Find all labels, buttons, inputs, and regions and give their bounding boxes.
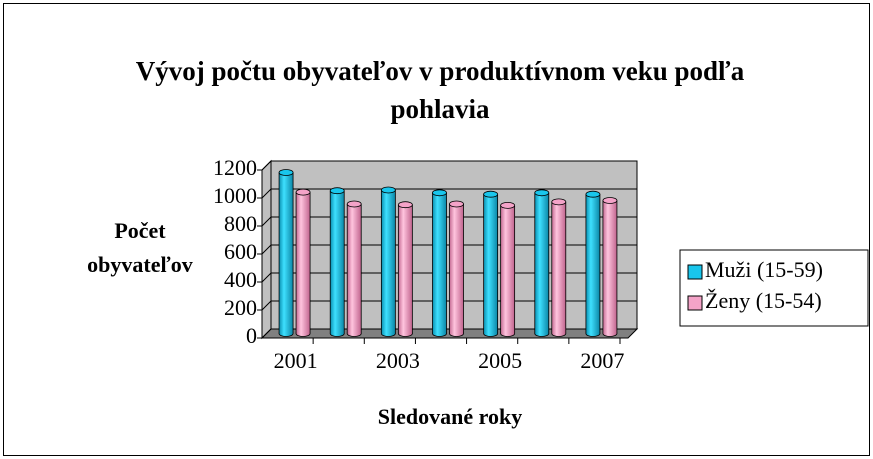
bar-body [449,204,464,334]
bar [585,190,601,337]
y-tick-label: 200 [224,295,257,320]
x-tick-label: 2003 [376,348,420,373]
legend-box [679,249,869,327]
bar-top [278,169,294,176]
bar-body [381,190,396,334]
bar-body [500,205,515,334]
x-tick-label: 2001 [274,348,318,373]
x-tick-label: 2005 [478,348,522,373]
grid-line [261,188,637,199]
bar [534,189,550,337]
bar [295,188,311,337]
y-tick-label: 0 [246,323,257,348]
bar [278,169,294,337]
bar-top [380,186,396,194]
bar-top [602,197,618,204]
bar-body [330,190,345,334]
y-tick-label: 800 [224,211,257,236]
bar-top [534,189,550,197]
bar-top [346,200,362,208]
bar-top [585,190,601,198]
y-axis-title: Počet obyvateľov [87,218,193,277]
bar-top [551,198,567,206]
bar-body [296,192,311,334]
bar [329,187,345,337]
bar-top [295,188,311,196]
legend-swatch [687,295,703,311]
bar-body [483,194,498,334]
bar-body [398,204,413,334]
bar-body [585,194,600,334]
bar-top [500,201,516,209]
x-axis-title: Sledované roky [377,404,523,429]
legend-label: Ženy (15-54) [705,288,822,313]
bar [380,186,396,337]
bar-body [602,200,617,334]
bar-body [551,201,566,334]
x-tick-label: 2007 [580,348,624,373]
bar-body [432,192,447,334]
bar-top [483,190,499,198]
bar [602,197,618,337]
y-tick-label: 1200 [213,155,257,180]
grid-line [261,160,637,171]
bar-body [534,192,549,334]
y-tick-label: 400 [224,267,257,292]
legend-label: Muži (15-59) [705,257,823,282]
bar-body [347,204,362,334]
frame [3,3,870,456]
bar [397,201,413,337]
bar-body [279,172,294,334]
bar [432,189,447,337]
chart-title: Vývoj počtu obyvateľov v produktívnom ve… [135,56,745,124]
bar [500,201,516,337]
bar [551,198,567,337]
bar [346,200,362,337]
legend-swatch [687,264,703,280]
bar-top [432,189,447,197]
bar-top [329,187,345,195]
bar [449,200,464,337]
y-tick-label: 1000 [213,183,257,208]
bar [483,190,499,337]
bar-top [449,200,464,208]
y-tick-label: 600 [224,239,257,264]
bar-top [397,201,413,209]
